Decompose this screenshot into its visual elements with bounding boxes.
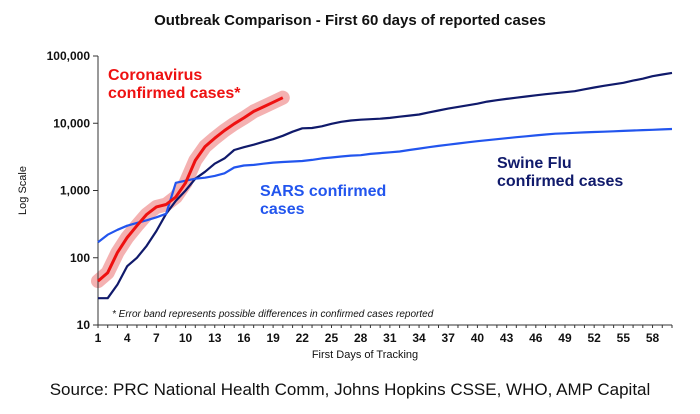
y-tick-label: 10,000 [53,116,90,130]
x-tick-label: 22 [296,331,310,345]
x-tick-label: 37 [442,331,456,345]
axes-layer: 10 100 1,000 10,000 100,000 1 4 7 10 13 16 19 22 25 28… [17,49,673,361]
x-tick-label: 43 [500,331,514,345]
x-tick-label: 10 [179,331,193,345]
chart-svg: 10 100 1,000 10,000 100,000 1 4 7 10 13 16 19 22 25 28… [17,49,673,361]
series-annotation: Coronavirus confirmed cases* [108,67,241,102]
x-tick-label: 25 [325,331,339,345]
x-tick-label: 16 [237,331,251,345]
series-lines-layer [97,71,673,300]
x-tick-label: 19 [266,331,280,345]
x-tick-label: 49 [558,331,572,345]
x-tick-label: 28 [354,331,368,345]
error-band [91,90,290,289]
x-tick-label: 40 [471,331,485,345]
series-annotation-line: Coronavirus [108,67,202,84]
y-tick-label: 100 [70,251,90,265]
series-line-0 [97,96,284,283]
x-tick-label: 34 [412,331,426,345]
series-annotation-line: confirmed cases [497,173,623,190]
x-tick-label: 58 [646,331,660,345]
series-line-1 [97,127,673,244]
series-line-2 [98,71,673,300]
series-annotation-line: cases [260,201,305,218]
y-tick-label: 1,000 [60,184,90,198]
x-tick-label: 13 [208,331,222,345]
y-tick-label: 100,000 [47,49,91,63]
y-axis-label: Log Scale [17,166,29,215]
error-band-layer [91,90,290,289]
annotations-layer: Coronavirus confirmed cases* SARS confirme… [108,67,623,218]
x-tick-label: 52 [587,331,601,345]
x-tick-label: 46 [529,331,543,345]
chart-title: Outbreak Comparison - First 60 days of r… [154,12,546,29]
x-tick-label: 1 [95,331,102,345]
error-band-footnote: * Error band represents possible differe… [112,309,434,320]
x-tick-label: 55 [617,331,631,345]
series-annotation-line: confirmed cases* [108,85,241,102]
x-tick-label: 4 [124,331,131,345]
series-annotation-line: Swine Flu [497,155,572,172]
series-annotation: SARS confirmed cases [260,183,386,218]
series-annotation-line: SARS confirmed [260,183,386,200]
source-note: Source: PRC National Health Comm, Johns … [49,380,651,399]
y-tick-label: 10 [77,318,91,332]
series-annotation: Swine Flu confirmed cases [497,155,623,190]
x-tick-label: 31 [383,331,397,345]
x-tick-label: 7 [153,331,160,345]
x-axis-label: First Days of Tracking [312,349,418,361]
